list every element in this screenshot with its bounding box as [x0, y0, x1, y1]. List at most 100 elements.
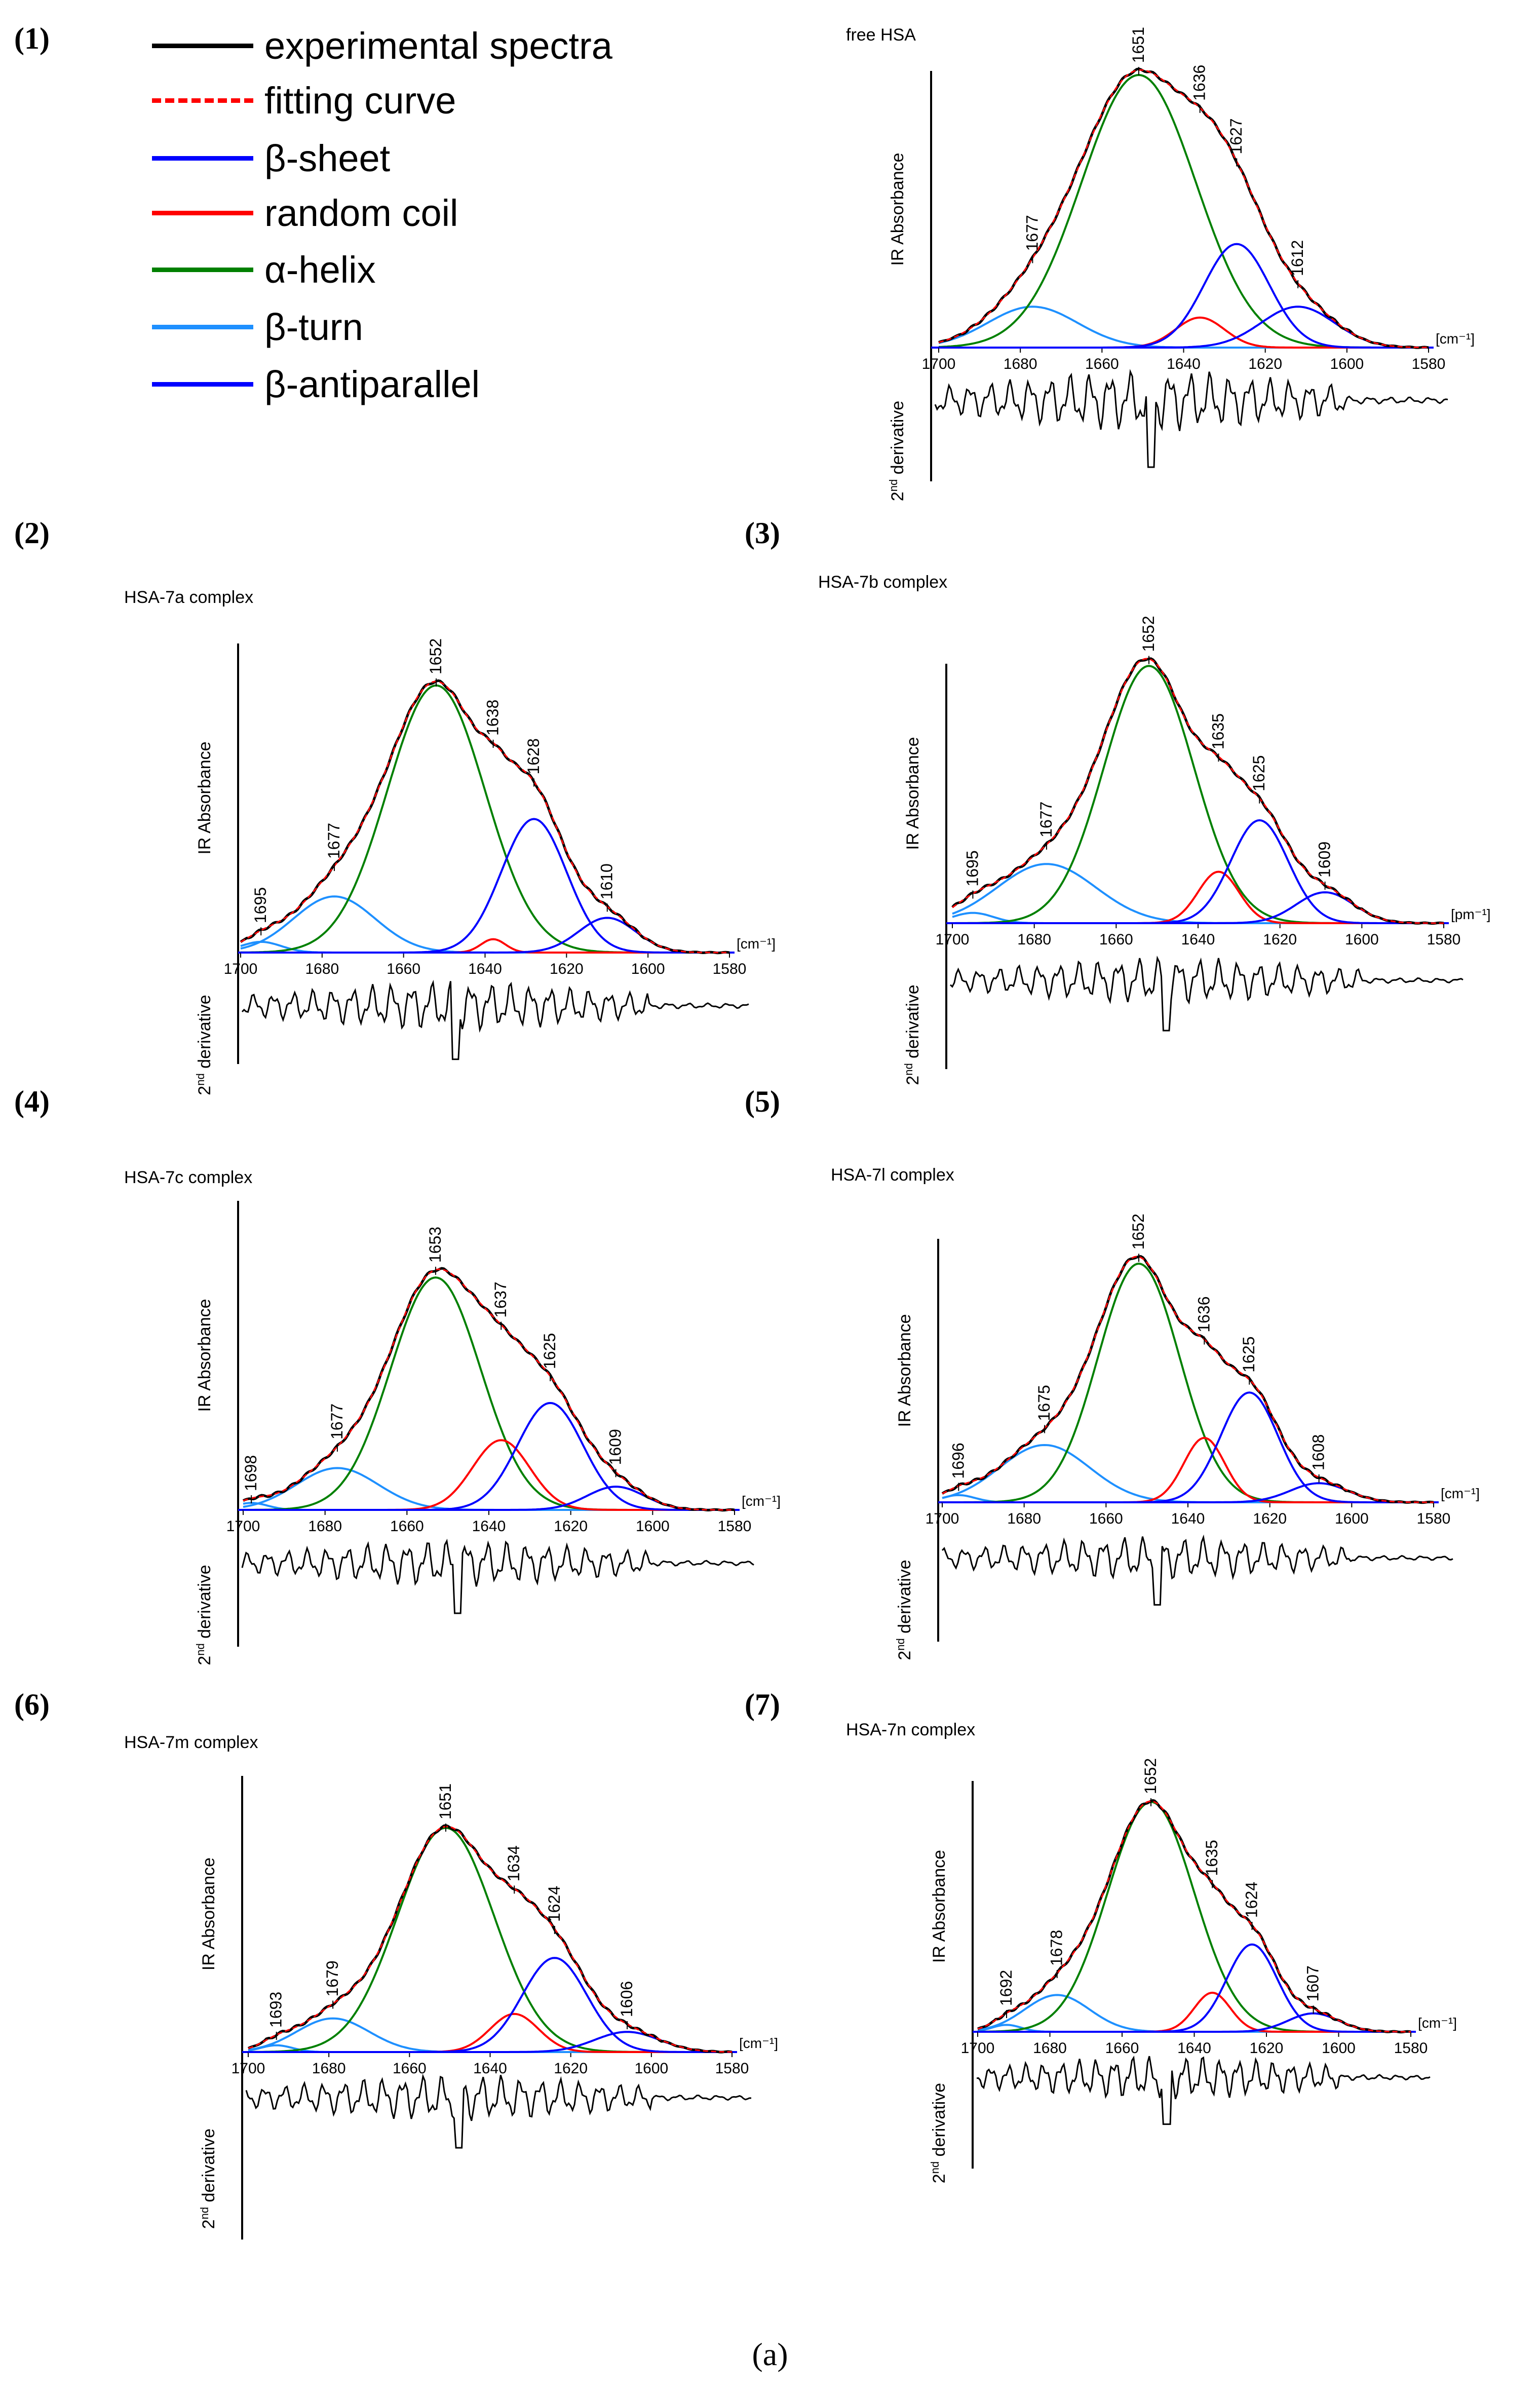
- peak-label: 1625: [1250, 755, 1268, 791]
- x-axis-unit: [cm⁻¹]: [1436, 331, 1475, 347]
- peak-label: 1693: [267, 1992, 285, 2028]
- chart-title: HSA-7a complex: [124, 588, 253, 607]
- peak-label: 1695: [251, 887, 270, 923]
- x-tick-label: 1680: [305, 961, 339, 977]
- derivative-label: 2nd derivative: [929, 2083, 949, 2183]
- second-derivative-trace: [241, 1538, 754, 1614]
- chart-title: HSA-7l complex: [831, 1165, 954, 1185]
- peak-label: 1638: [484, 700, 502, 736]
- band-curve-1624: [248, 1957, 732, 2053]
- x-tick-label: 1680: [1004, 356, 1037, 372]
- x-tick-label: 1700: [224, 961, 258, 977]
- peak-label: 1652: [427, 638, 445, 674]
- x-tick-label: 1640: [468, 961, 502, 977]
- peak-label: 1608: [1310, 1434, 1328, 1470]
- panel-number-6: (6): [14, 1688, 50, 1721]
- legend-swatch-fitting-curve: [152, 98, 253, 103]
- x-tick-label: 1600: [1335, 1510, 1369, 1527]
- peak-label: 1651: [1129, 27, 1147, 63]
- chart-title: HSA-7c complex: [124, 1168, 252, 1187]
- x-tick-label: 1660: [1099, 931, 1133, 948]
- chart-panel-7: HSA-7n complex IR Absorbance 2nd derivativ…: [846, 1720, 1457, 2183]
- peak-label: 1696: [949, 1443, 967, 1478]
- x-tick-label: 1580: [718, 1518, 752, 1535]
- peak-label: 1609: [1316, 842, 1334, 878]
- y-axis-label: IR Absorbance: [195, 741, 214, 854]
- derivative-label: 2nd derivative: [198, 2129, 219, 2229]
- x-tick-label: 1700: [936, 931, 970, 948]
- band-curve-1627: [939, 243, 1429, 349]
- experimental-spectrum: [941, 1255, 1434, 1504]
- x-tick-label: 1680: [312, 2060, 346, 2077]
- peak-label: 1636: [1195, 1296, 1213, 1332]
- band-curve-1625: [942, 1391, 1434, 1503]
- peak-label: 1625: [1240, 1337, 1258, 1373]
- x-axis-unit: [cm⁻¹]: [737, 936, 776, 952]
- peak-label: 1624: [545, 1886, 563, 1922]
- fitting-curve: [977, 1800, 1411, 2033]
- x-axis-unit: [pm⁻¹]: [1451, 906, 1491, 922]
- second-derivative-trace: [245, 2073, 751, 2149]
- peak-label: 1677: [1037, 802, 1055, 838]
- legend-item-beta-turn: β-turn: [152, 306, 363, 348]
- legend-item-beta-sheet: β-sheet: [152, 137, 391, 179]
- band-curve-1652: [952, 665, 1444, 924]
- experimental-spectrum: [938, 67, 1429, 349]
- x-tick-label: 1660: [1105, 2040, 1139, 2057]
- x-tick-label: 1640: [473, 2060, 507, 2077]
- x-axis-unit: [cm⁻¹]: [1441, 1486, 1480, 1501]
- band-curve-1606: [248, 2031, 732, 2053]
- band-curve-1625: [952, 819, 1444, 924]
- x-tick-label: 1620: [1250, 2040, 1284, 2057]
- derivative-label: 2nd derivative: [887, 401, 908, 501]
- y-axis-label: IR Absorbance: [195, 1299, 214, 1412]
- x-tick-label: 1580: [1412, 356, 1446, 372]
- peak-label: 1677: [325, 823, 343, 859]
- peak-label: 1606: [618, 1981, 636, 2017]
- y-axis-label: IR Absorbance: [199, 1857, 218, 1970]
- legend-swatch-experimental-spectra: [152, 43, 253, 48]
- peak-label: 1610: [598, 863, 616, 899]
- x-tick-label: 1600: [631, 961, 665, 977]
- x-tick-label: 1660: [1085, 356, 1119, 372]
- x-tick-label: 1700: [922, 356, 956, 372]
- peak-label: 1675: [1035, 1385, 1053, 1421]
- panel-number-3: (3): [745, 516, 780, 550]
- peak-label: 1628: [524, 738, 543, 774]
- legend-label: random coil: [264, 192, 458, 234]
- y-axis-label: IR Absorbance: [888, 153, 907, 265]
- panel-number-1: (1): [14, 22, 50, 55]
- panel-number-7: (7): [745, 1688, 780, 1721]
- x-tick-label: 1640: [472, 1518, 506, 1535]
- band-curve-1636: [939, 316, 1429, 349]
- chart-title: HSA-7m complex: [124, 1733, 258, 1752]
- x-tick-label: 1700: [232, 2060, 265, 2077]
- band-curve-1652: [978, 1801, 1411, 2033]
- band-curve-1677: [938, 306, 1429, 349]
- x-tick-label: 1700: [961, 2040, 995, 2057]
- x-tick-label: 1680: [308, 1518, 342, 1535]
- fitting-curve: [942, 1256, 1434, 1503]
- derivative-label: 2nd derivative: [194, 1565, 215, 1665]
- peak-label: 1635: [1203, 1840, 1221, 1876]
- experimental-spectrum: [242, 1267, 735, 1512]
- peak-label: 1627: [1227, 118, 1245, 154]
- second-derivative-trace: [941, 1534, 1453, 1606]
- x-tick-label: 1600: [634, 2060, 668, 2077]
- peak-label: 1636: [1190, 65, 1209, 101]
- legend-label: β-sheet: [264, 137, 391, 179]
- legend-item-beta-antiparallel: β-antiparallel: [152, 363, 480, 405]
- x-tick-label: 1640: [1171, 1510, 1205, 1527]
- fitting-curve: [248, 1826, 732, 2053]
- peak-label: 1651: [436, 1784, 454, 1819]
- band-curve-1679: [248, 2017, 732, 2053]
- band-curve-1651: [248, 1827, 732, 2053]
- legend-swatch-beta-sheet: [152, 156, 253, 161]
- x-tick-label: 1660: [387, 961, 420, 977]
- peak-label: 1607: [1304, 1965, 1322, 2001]
- x-tick-label: 1620: [554, 1518, 588, 1535]
- x-tick-label: 1700: [926, 1510, 959, 1527]
- x-tick-label: 1660: [393, 2060, 427, 2077]
- legend-item-fitting-curve: fitting curve: [152, 80, 456, 122]
